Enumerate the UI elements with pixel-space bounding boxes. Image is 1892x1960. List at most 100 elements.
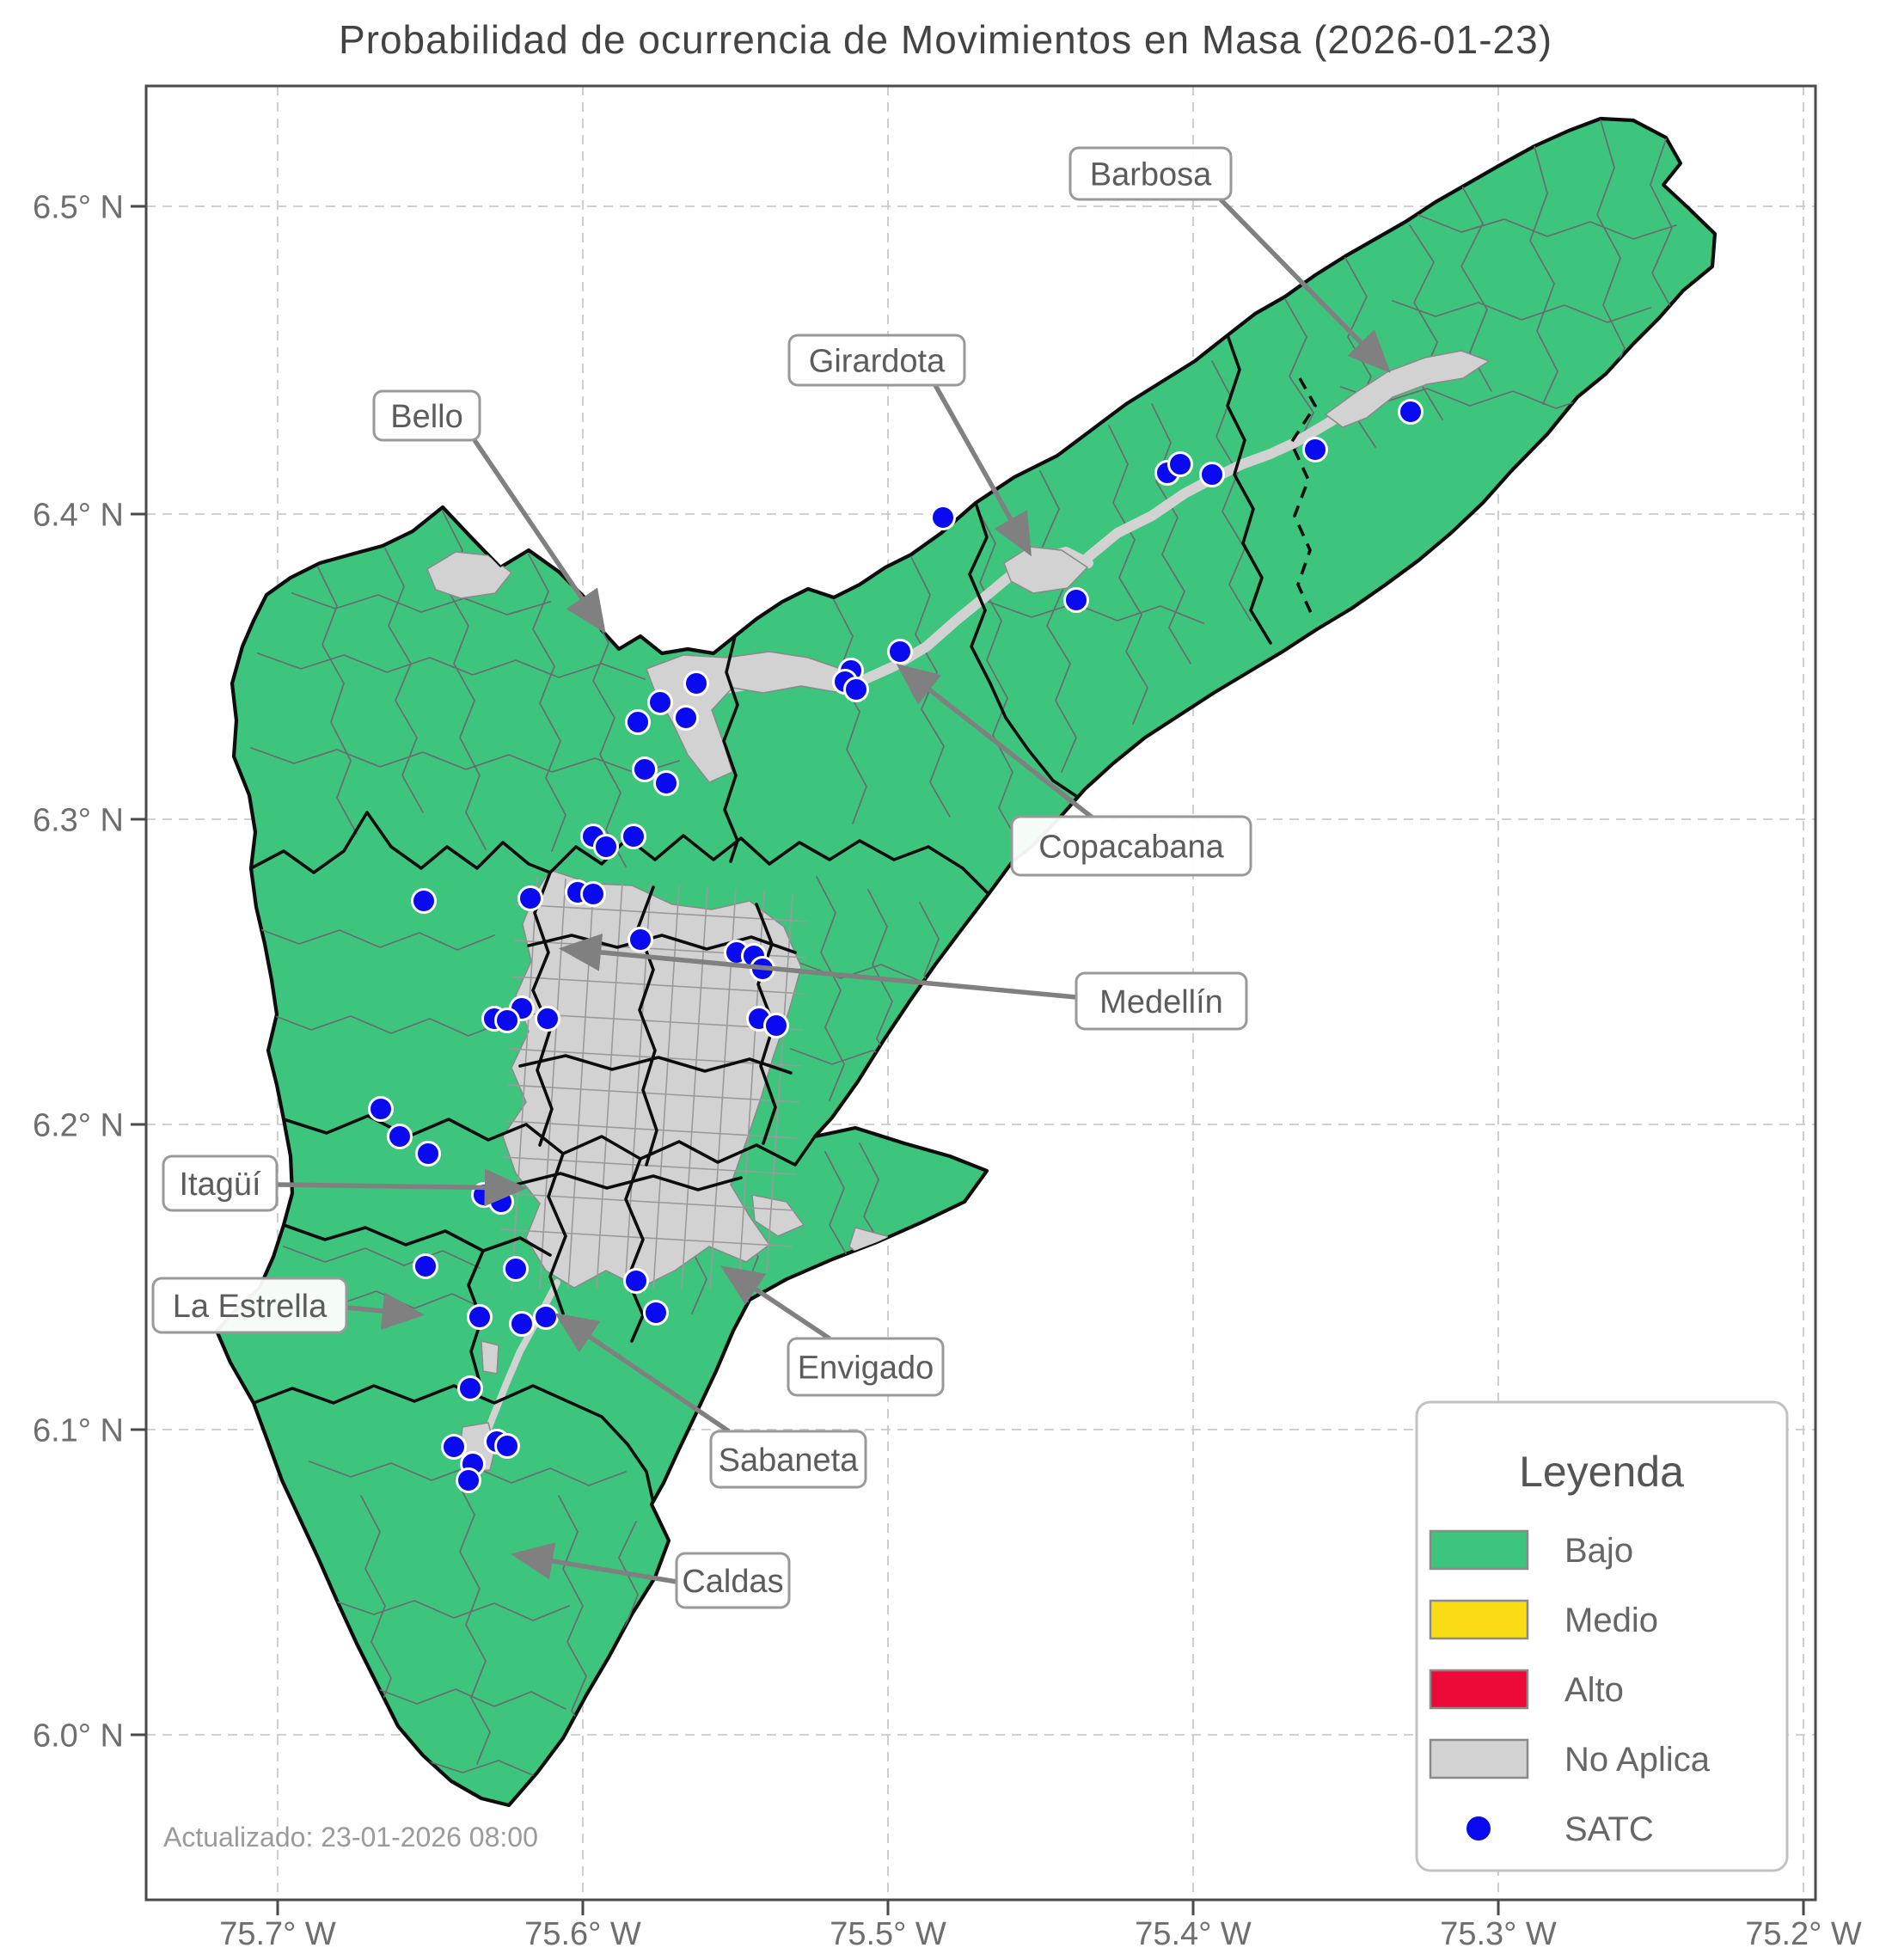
annotation-arrow-caldas [510,1542,677,1584]
satc-station-dot [413,1253,438,1279]
satc-station-dot [621,824,646,849]
annotation-label-envigado: Envigado [798,1350,934,1386]
annotation-label-caldas: Caldas [682,1564,783,1600]
annotation-arrow-barbosa [1219,198,1391,373]
annotation-label-copacabana: Copacabana [1038,829,1224,865]
satc-station-dot [533,1304,559,1330]
annotation-arrow-la-estrella [346,1292,426,1330]
annotation-box-barbosa [1068,146,1233,201]
urban-barbosa [1324,350,1491,428]
annotation-box-sabaneta [709,1430,867,1489]
annotation-box-itagui [162,1155,279,1212]
y-tick-label: 6.4° N [33,497,124,533]
satc-station-dot [467,1304,493,1330]
satc-station-dot [653,770,679,796]
satc-station-dot [843,677,869,702]
legend-label-satc: SATC [1564,1810,1654,1848]
legend-label-medio: Medio [1564,1602,1658,1639]
satc-station-dot [673,705,699,731]
annotation-box-la-estrella [151,1277,348,1334]
updated-timestamp: Actualizado: 23-01-2026 08:00 [163,1822,538,1853]
satc-station-dot [517,885,543,911]
urban-envigado-1 [751,1194,805,1237]
legend-label-no-aplica: No Aplica [1564,1741,1711,1779]
annotation-arrow-copacabana [896,663,1095,821]
annotation-arrow-envigado [720,1265,831,1341]
annotation-arrow-itagui [276,1168,528,1207]
satc-station-dot [580,881,606,907]
satc-station-dot [1398,399,1424,425]
satc-station-dot [643,1300,669,1326]
figure-title: Probabilidad de ocurrencia de Movimiento… [339,17,1552,62]
satc-station-dot [488,1189,514,1215]
satc-station-dot [494,1008,520,1033]
x-tick-label: 75.4° W [1135,1916,1252,1952]
satc-station-dot [368,1096,394,1122]
satc-station-dot [509,1311,535,1337]
legend: Leyenda Bajo Medio Alto No Aplica SATC [1415,1400,1789,1872]
legend-swatch-alto [1429,1669,1529,1710]
annotation-box-bello [372,389,481,442]
urban-medellin [502,869,802,1289]
satc-station-dot [632,756,658,782]
satc-station-dot [763,1013,789,1038]
x-tick-label: 75.2° W [1745,1916,1862,1952]
axis-ticks: 75.7° W 75.6° W 75.5° W 75.4° W 75.3° W 75.2°… [33,189,1862,1952]
urban-san-felix [426,551,513,599]
satc-station-dot [647,689,673,715]
urban-girardota [1003,546,1089,594]
satc-station-dot [456,1467,481,1493]
annotation-arrow-girardota [933,383,1032,557]
legend-items: Bajo Medio Alto No Aplica SATC [1429,1529,1711,1848]
city-street-grid [499,876,809,1290]
annotation-box-copacabana [1010,815,1252,877]
satc-station-dot [628,927,653,952]
vereda-boundaries [250,119,1677,1776]
satc-station-dot [535,1006,560,1032]
x-tick-label: 75.5° W [830,1916,946,1952]
satc-station-dot [457,1375,483,1401]
satc-station-dot [683,671,709,696]
annotation-label-sabaneta: Sabaneta [719,1442,860,1479]
satc-station-dot [593,834,619,860]
annotation-box-envigado [787,1337,945,1397]
annotation-arrow-medellin [558,933,1077,1000]
satc-station-dot [623,1268,649,1294]
annotation-label-bello: Bello [390,399,463,435]
satc-station-dot [415,1141,441,1167]
x-tick-label: 75.3° W [1440,1916,1557,1952]
satc-station-dot [1167,451,1193,477]
y-tick-label: 6.2° N [33,1107,124,1143]
annotation-label-barbosa: Barbosa [1090,156,1212,193]
y-tick-label: 6.3° N [33,802,124,838]
satc-station-dot [887,639,913,665]
satc-station-dot [1199,462,1225,487]
satc-station-dot [625,709,651,735]
satc-station-dot [441,1434,467,1460]
x-tick-label: 75.7° W [219,1916,336,1952]
annotation-label-girardota: Girardota [809,343,946,379]
satc-station-dot [411,888,437,914]
urban-la-estrella [481,1340,499,1375]
annotation-box-caldas [675,1552,791,1609]
x-tick-label: 75.6° W [524,1916,641,1952]
annotation-arrow-bello [472,438,606,634]
satc-station-dot [494,1433,520,1459]
annotation-label-medellin: Medellín [1099,984,1223,1020]
municipality-annotations: Barbosa Girardota Bello Copacabana Medellín I… [151,146,1391,1609]
legend-swatch-medio [1429,1599,1529,1640]
map-layers: Barbosa Girardota Bello Copacabana Medellín I… [151,116,1717,1808]
satc-station-dot [930,505,956,530]
y-tick-label: 6.5° N [33,189,124,225]
legend-label-bajo: Bajo [1564,1532,1633,1570]
annotation-arrow-sabaneta [554,1313,731,1434]
legend-label-alto: Alto [1564,1671,1624,1709]
satc-station-dot [387,1124,413,1149]
annotation-box-girardota [787,334,966,387]
legend-title: Leyenda [1519,1448,1684,1496]
y-tick-label: 6.1° N [33,1412,124,1449]
legend-point-satc [1465,1815,1492,1842]
y-tick-label: 6.0° N [33,1718,124,1754]
legend-swatch-no-aplica [1429,1738,1529,1779]
